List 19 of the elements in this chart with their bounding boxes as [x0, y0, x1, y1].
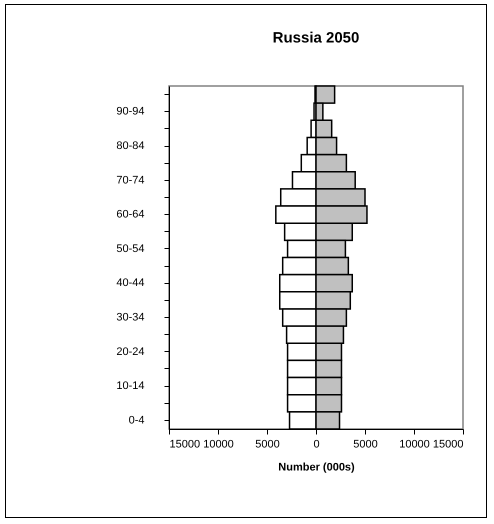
y-tick-label: 0-4 — [128, 414, 144, 426]
y-tick-label: 90-94 — [116, 106, 144, 118]
y-tick-label: 40-44 — [116, 277, 144, 290]
x-tick-label: 0 — [313, 438, 320, 450]
y-tick-label: 30-34 — [116, 312, 144, 324]
x-tick-label: 15000 — [432, 438, 464, 450]
x-tick-label: 15000 — [170, 438, 200, 450]
x-tick-label: 5000 — [353, 438, 378, 450]
y-tick-label: 60-64 — [116, 208, 144, 221]
x-axis-title: Number (000s) — [278, 462, 356, 474]
x-tick-label: 10000 — [203, 438, 234, 450]
y-tick-label: 10-14 — [116, 380, 144, 392]
x-tick-label: 5000 — [255, 438, 280, 450]
y-tick-label: 80-84 — [116, 140, 144, 152]
y-tick-label: 70-74 — [116, 174, 144, 186]
chart-title: Russia 2050 — [272, 29, 360, 46]
y-tick-label: 20-24 — [116, 346, 144, 358]
y-tick-label: 50-54 — [116, 242, 144, 255]
x-tick-label: 10000 — [399, 438, 430, 450]
